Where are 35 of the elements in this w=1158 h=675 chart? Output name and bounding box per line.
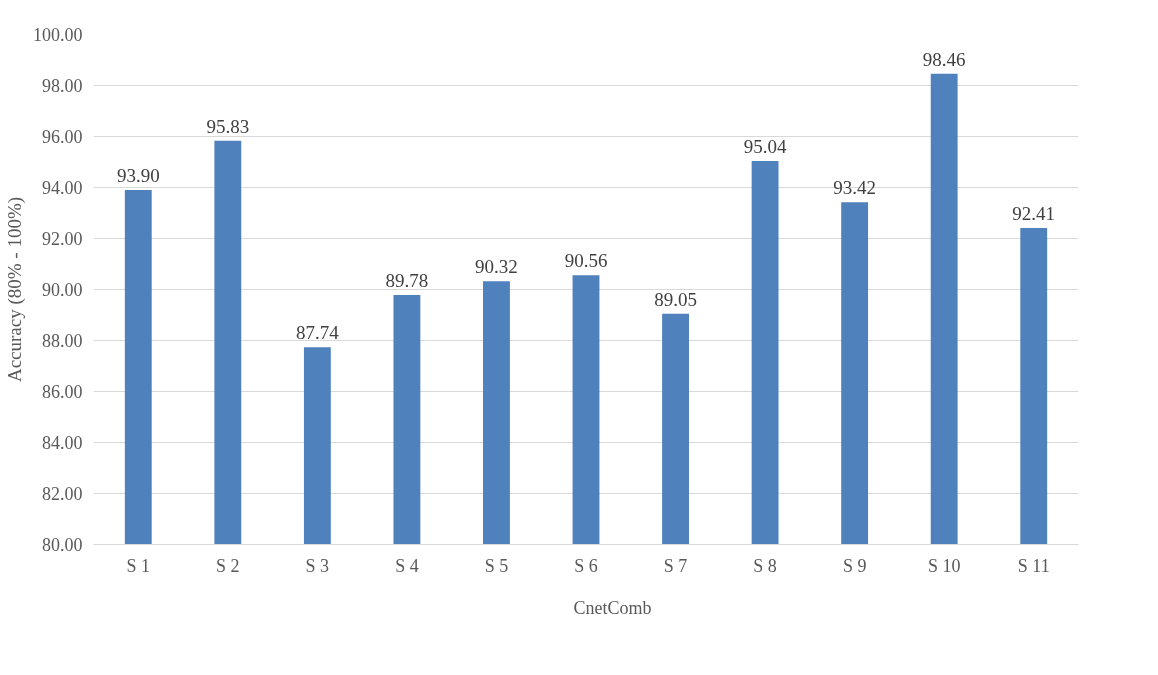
x-tick-label: S 5 bbox=[484, 555, 509, 576]
x-tick-label: S 2 bbox=[216, 555, 240, 576]
y-tick-label: 98.00 bbox=[42, 76, 83, 96]
y-tick-label: 100.00 bbox=[33, 25, 83, 45]
x-tick-label: S 10 bbox=[927, 555, 961, 576]
y-axis-title: Accuracy (80% - 100%) bbox=[4, 196, 26, 383]
y-tick-label: 84.00 bbox=[42, 433, 83, 453]
y-tick-label: 94.00 bbox=[42, 178, 83, 198]
text: CnetComb bbox=[573, 597, 652, 619]
y-tick-label: 88.00 bbox=[42, 331, 83, 351]
x-tick-label: S 8 bbox=[753, 555, 777, 576]
x-tick-label: S 6 bbox=[574, 555, 598, 576]
data-label: 90.56 bbox=[564, 250, 608, 272]
data-label: 89.05 bbox=[654, 288, 697, 310]
data-label: 93.42 bbox=[833, 177, 877, 199]
x-tick-label: S 7 bbox=[663, 555, 688, 576]
data-label: 87.74 bbox=[295, 322, 340, 344]
y-tick-label: 82.00 bbox=[42, 484, 83, 504]
y-tick-label: 92.00 bbox=[42, 229, 83, 249]
data-label: 95.83 bbox=[206, 115, 250, 137]
data-label: 95.04 bbox=[743, 135, 787, 157]
data-label: 93.90 bbox=[116, 165, 160, 187]
data-label: 98.46 bbox=[922, 48, 966, 70]
data-label: 89.78 bbox=[385, 270, 429, 292]
x-tick-label: S 4 bbox=[395, 555, 419, 576]
y-tick-label: 86.00 bbox=[42, 382, 83, 402]
y-tick-label: 90.00 bbox=[42, 280, 83, 300]
x-tick-label: S 11 bbox=[1017, 555, 1050, 576]
y-tick-label: 96.00 bbox=[42, 127, 83, 147]
data-label: 92.41 bbox=[1012, 203, 1056, 225]
x-tick-label: S 3 bbox=[305, 555, 330, 576]
x-tick-label: S 1 bbox=[126, 555, 151, 576]
x-tick-label: S 9 bbox=[842, 555, 867, 576]
y-tick-label: 80.00 bbox=[42, 535, 83, 555]
data-label: 90.32 bbox=[475, 256, 518, 278]
